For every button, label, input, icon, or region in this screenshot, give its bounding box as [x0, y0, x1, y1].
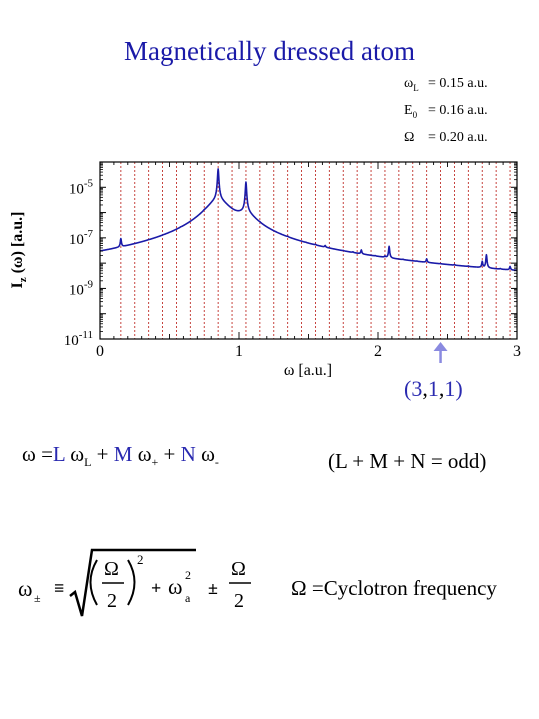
frac-omega: Ω: [104, 558, 119, 580]
y-axis-label-i: I: [9, 282, 26, 288]
annotation-arrow: [433, 342, 448, 363]
y-tick-base: 10: [69, 282, 84, 298]
arrow-head: [433, 342, 448, 351]
mode-label-3-1-1: (3,1,1): [404, 376, 463, 401]
x-tick-label: 0: [96, 343, 104, 360]
y-tick-exp: -5: [84, 177, 94, 189]
frac2-two: 2: [234, 590, 244, 612]
param-e0: E0 = 0.16 a.u.: [404, 103, 488, 120]
x-tick-label: 1: [235, 343, 243, 360]
omega-pm-formula: ω ± ≡ Ω 2 2 + ω 2 a ± Ω 2: [18, 548, 251, 617]
sqrt-sign: [69, 548, 196, 617]
resonance-lines: [120, 162, 511, 339]
left-paren: [89, 559, 98, 606]
plus-sign: +: [151, 578, 161, 598]
y-tick-base: 10: [69, 181, 84, 197]
frac-two: 2: [107, 590, 117, 612]
y-tick-base: 10: [69, 232, 84, 248]
y-axis-label-sub: z: [17, 277, 29, 282]
equiv-sign: ≡: [54, 578, 64, 598]
param-omega-l: ωL = 0.15 a.u.: [404, 76, 488, 93]
spectrum-series: [99, 168, 518, 272]
y-tick-label: 10-5: [69, 177, 94, 197]
right-paren: [127, 559, 136, 606]
cyclotron-note: Ω =Cyclotron frequency: [291, 576, 497, 600]
param-omega-cap: Ω = 0.20 a.u.: [404, 130, 488, 145]
frequency-equation: ω =L ωL + M ω+ + N ω-: [22, 442, 219, 470]
y-axis-ticks: 10-510-710-910-11: [64, 161, 517, 349]
y-tick-exp: -9: [84, 278, 94, 290]
plus-minus-sign: ±: [208, 578, 218, 598]
omega-a-sup: 2: [185, 568, 191, 582]
y-tick-label: 10-9: [69, 278, 94, 298]
x-axis-label: ω [a.u.]: [284, 362, 332, 379]
parity-condition: (L + M + N = odd): [328, 449, 487, 473]
y-tick-exp: -7: [84, 228, 94, 240]
x-axis-ticks: 0 1 2 3: [96, 162, 521, 360]
x-tick-label: 2: [374, 343, 382, 360]
omega-pm-symbol: ω: [18, 576, 32, 601]
y-tick-base: 10: [64, 333, 79, 349]
chart-title: Magnetically dressed atom: [124, 36, 415, 66]
y-tick-label: 10-7: [69, 228, 94, 248]
square-exponent: 2: [137, 552, 144, 567]
omega-a-symbol: ω: [168, 574, 182, 599]
y-tick-exp: -11: [79, 329, 93, 341]
frac2-omega: Ω: [231, 558, 246, 580]
omega-pm-sub: ±: [34, 591, 41, 605]
x-tick-label: 3: [513, 343, 521, 360]
y-axis-label: Iz (ω) [a.u.]: [9, 211, 29, 288]
y-tick-label: 10-11: [64, 329, 93, 349]
omega-a-sub: a: [185, 591, 191, 605]
y-axis-label-rest: (ω) [a.u.]: [9, 211, 26, 277]
